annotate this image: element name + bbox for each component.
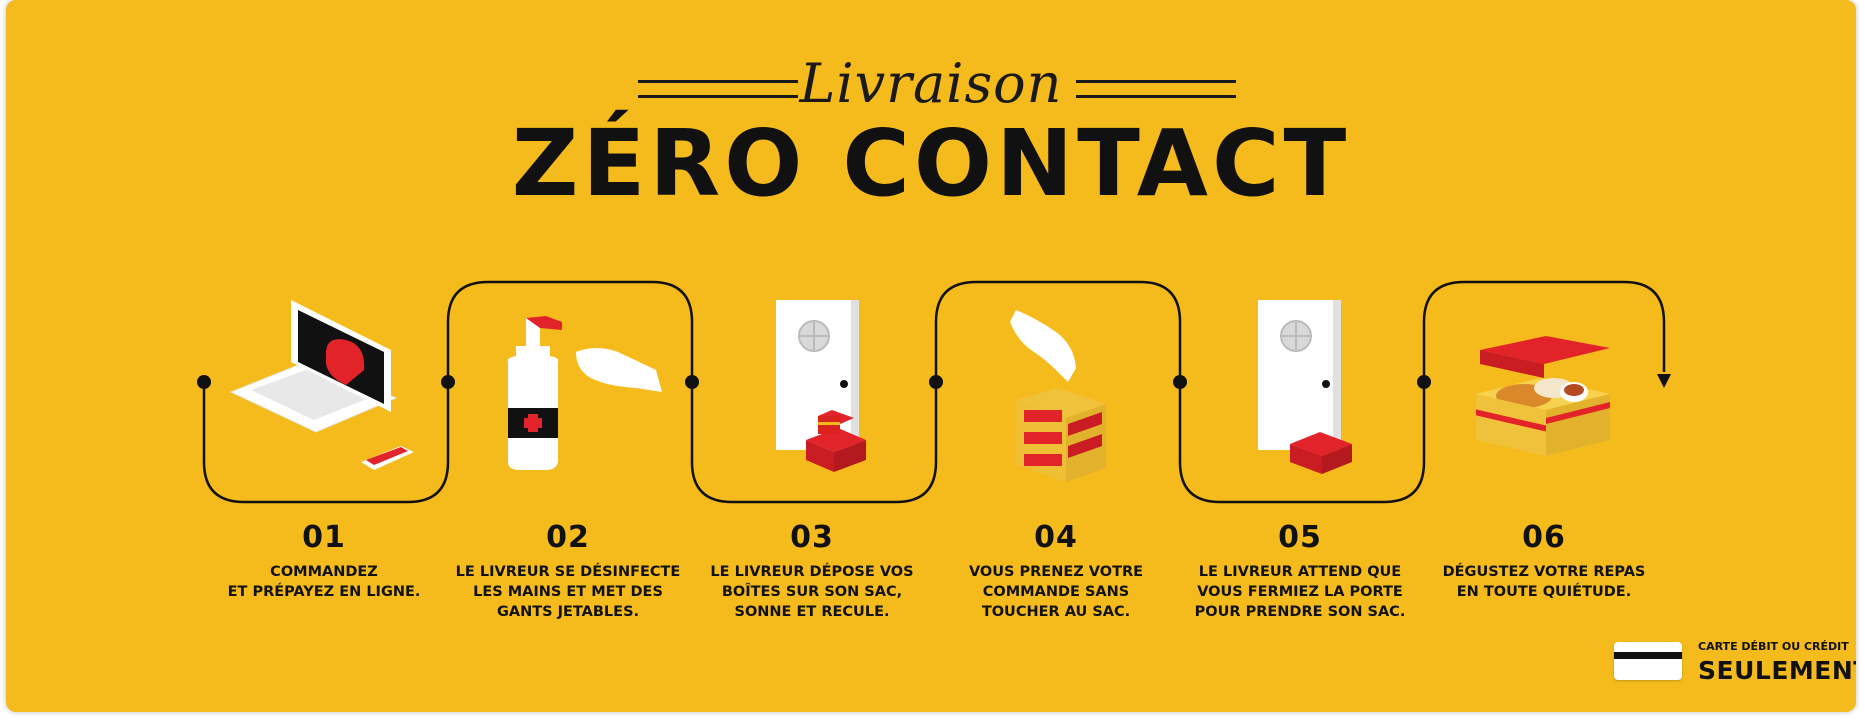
timeline-arrow-icon [1657, 374, 1671, 388]
step-1-text: Commandez et prépayez en ligne. [227, 564, 421, 600]
sanitizer-hand-icon [507, 316, 662, 470]
meal-box-icon [1476, 336, 1610, 456]
payment-note-big: SEULEMENT [1698, 656, 1856, 685]
main-title: ZÉRO CONTACT [511, 110, 1351, 217]
laptop-phone-icon [229, 300, 414, 470]
zero-contact-poster: Livraison ZÉRO CONTACT [6, 0, 1856, 712]
steps-illustration [197, 280, 1671, 504]
timeline-dot-3 [685, 375, 699, 389]
payment-note-small: CARTE DÉBIT OU CRÉDIT [1698, 640, 1849, 653]
step-2-number: 02 [546, 520, 590, 555]
title-rule-left [638, 80, 798, 98]
step-3-number: 03 [790, 520, 834, 555]
door-bag-icon [1258, 300, 1352, 474]
step-6-number: 06 [1522, 520, 1566, 555]
timeline-path [202, 280, 1666, 504]
door-box-on-bag-icon [776, 300, 866, 472]
step-3-text: Le livreur dépose vos boîtes sur son sac… [710, 564, 914, 620]
timeline-dot-2 [441, 375, 455, 389]
step-5-text: Le livreur attend que vous fermiez la po… [1194, 564, 1406, 620]
title-rule-right [1076, 80, 1236, 98]
timeline-dot-1 [197, 375, 211, 389]
step-2-text: Le livreur se désinfecte les mains et me… [455, 564, 681, 620]
step-4-text: Vous prenez votre commande sans toucher … [968, 564, 1144, 620]
step-6-text: Dégustez votre repas en toute quiétude. [1442, 564, 1646, 600]
script-title: Livraison [799, 52, 1063, 115]
step-4-number: 04 [1034, 520, 1078, 555]
timeline-dot-4 [929, 375, 943, 389]
hand-stacked-boxes-icon [1010, 310, 1106, 482]
timeline-dot-6 [1417, 375, 1431, 389]
step-5-number: 05 [1278, 520, 1322, 555]
timeline-dot-5 [1173, 375, 1187, 389]
step-1-number: 01 [302, 520, 346, 555]
credit-card-icon [1614, 642, 1682, 680]
